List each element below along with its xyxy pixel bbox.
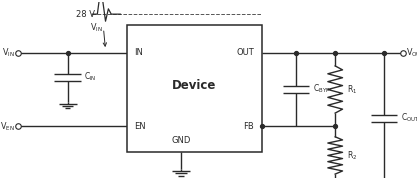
Text: OUT: OUT	[236, 48, 254, 57]
Text: V$_{\rm OUT}$: V$_{\rm OUT}$	[406, 46, 417, 59]
Text: V$_{\rm IN}$: V$_{\rm IN}$	[90, 21, 103, 34]
Text: V$_{\rm IN}$: V$_{\rm IN}$	[3, 46, 15, 59]
Text: R$_1$: R$_1$	[347, 83, 358, 96]
Text: 28 V: 28 V	[75, 10, 95, 19]
Text: V$_{\rm EN}$: V$_{\rm EN}$	[0, 120, 15, 133]
Text: C$_{\rm BYP}$: C$_{\rm BYP}$	[313, 82, 330, 95]
Text: FB: FB	[244, 122, 254, 131]
Text: C$_{\rm OUT}$: C$_{\rm OUT}$	[401, 111, 417, 124]
Text: IN: IN	[134, 48, 143, 57]
Text: R$_2$: R$_2$	[347, 149, 358, 162]
Bar	[127, 25, 261, 152]
Text: C$_{\rm IN}$: C$_{\rm IN}$	[84, 70, 96, 83]
Text: Device: Device	[172, 79, 216, 92]
Text: EN: EN	[134, 122, 146, 131]
Text: GND: GND	[171, 136, 191, 145]
